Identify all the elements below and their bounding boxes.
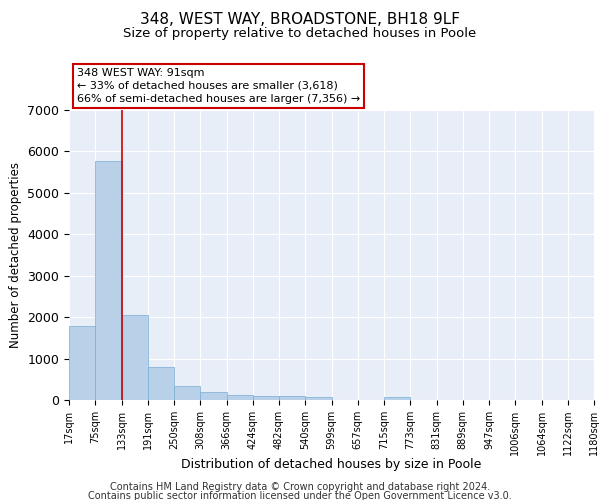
Bar bbox=[253, 396, 279, 400]
Text: Contains public sector information licensed under the Open Government Licence v3: Contains public sector information licen… bbox=[88, 491, 512, 500]
Bar bbox=[305, 396, 331, 400]
Text: 348, WEST WAY, BROADSTONE, BH18 9LF: 348, WEST WAY, BROADSTONE, BH18 9LF bbox=[140, 12, 460, 28]
Bar bbox=[69, 326, 95, 400]
Bar bbox=[279, 396, 305, 400]
Bar bbox=[174, 386, 200, 400]
Bar bbox=[148, 367, 174, 400]
Y-axis label: Number of detached properties: Number of detached properties bbox=[9, 162, 22, 348]
X-axis label: Distribution of detached houses by size in Poole: Distribution of detached houses by size … bbox=[181, 458, 482, 471]
Text: Size of property relative to detached houses in Poole: Size of property relative to detached ho… bbox=[124, 28, 476, 40]
Bar bbox=[121, 314, 148, 400]
Bar bbox=[227, 395, 253, 400]
Bar bbox=[384, 396, 410, 400]
Text: 348 WEST WAY: 91sqm
← 33% of detached houses are smaller (3,618)
66% of semi-det: 348 WEST WAY: 91sqm ← 33% of detached ho… bbox=[77, 68, 360, 104]
Bar bbox=[200, 392, 227, 400]
Text: Contains HM Land Registry data © Crown copyright and database right 2024.: Contains HM Land Registry data © Crown c… bbox=[110, 482, 490, 492]
Bar bbox=[95, 160, 121, 400]
